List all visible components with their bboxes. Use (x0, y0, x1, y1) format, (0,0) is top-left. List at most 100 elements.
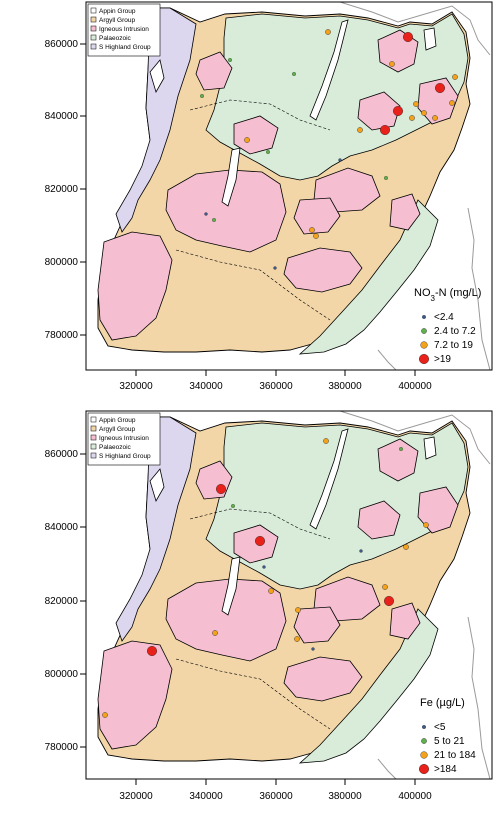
x-tick-label: 380000 (328, 791, 362, 802)
legend-label: Argyll Group (99, 17, 136, 24)
geology-region (195, 51, 233, 91)
legend-swatch-argyll (90, 16, 97, 23)
legend-class-label: >184 (434, 764, 457, 775)
legend-marker-1 (422, 725, 426, 729)
value-legend-title: NO3-N (mg/L) (414, 287, 481, 303)
geology-region (97, 640, 173, 750)
geology-region (149, 59, 165, 94)
x-tick-label: 380000 (328, 381, 362, 392)
legend-marker-1 (422, 315, 426, 319)
no3-map: 860000 840000 820000 800000 780000 32000… (45, 1, 493, 392)
sample-points (200, 29, 458, 270)
legend-swatch-argyll (90, 425, 97, 432)
y-tick-label: 780000 (45, 742, 79, 753)
geology-region (233, 115, 279, 155)
geology-region (149, 468, 165, 503)
sample-point (393, 105, 404, 116)
sample-point (268, 588, 274, 594)
sample-point (413, 101, 419, 107)
y-tick-label: 860000 (45, 449, 79, 460)
legend-swatch-palaeozoic (90, 34, 97, 41)
geology-region (97, 231, 173, 341)
sample-point (215, 483, 226, 494)
sample-point (244, 137, 250, 143)
sample-point (262, 565, 266, 569)
sample-point (295, 607, 301, 613)
sample-point (254, 535, 265, 546)
legend-swatch-highland (90, 452, 97, 459)
value-legend-title: Fe (µg/L) (420, 697, 465, 709)
legend-label: Appin Group (99, 417, 136, 424)
no3-map-panel: 860000 840000 820000 800000 780000 32000… (45, 1, 493, 392)
sample-point (399, 447, 403, 451)
x-tick-label: 320000 (119, 381, 153, 392)
x-tick-label: 400000 (398, 381, 432, 392)
legend-class-label: <5 (434, 722, 446, 733)
legend-class-label: <2.4 (434, 312, 454, 323)
sample-point (435, 82, 446, 93)
legend-marker-2 (421, 328, 427, 334)
legend-class-label: 7.2 to 19 (434, 340, 473, 351)
geology-region (115, 7, 197, 233)
geology-region (389, 193, 421, 231)
geology-boundary (189, 99, 331, 131)
value-legend: Fe (µg/L) <5 5 to 21 21 to 184 >184 (419, 697, 476, 775)
x-axis: 320000 340000 360000 380000 400000 (119, 779, 432, 802)
x-tick-label: 360000 (259, 381, 293, 392)
legend-marker-3 (420, 341, 428, 349)
y-tick-label: 780000 (45, 330, 79, 341)
legend-marker-3 (420, 751, 428, 759)
sample-point (273, 266, 277, 270)
geology-boundary (175, 658, 331, 730)
sample-point (403, 32, 414, 43)
legend-swatch-appin (90, 7, 97, 14)
sample-point (231, 504, 235, 508)
geology-region (221, 556, 241, 616)
legend-label: Igneous Intrusion (99, 26, 149, 33)
geology-region (417, 486, 459, 534)
value-legend: NO3-N (mg/L) <2.4 2.4 to 7.2 7.2 to 19 >… (414, 287, 481, 365)
sample-point (311, 647, 315, 651)
sample-point (384, 176, 388, 180)
geology-region (298, 199, 439, 355)
geology-region (377, 438, 419, 482)
legend-label: S Highland Group (99, 44, 151, 51)
legend-class-label: 2.4 to 7.2 (434, 326, 476, 337)
coastline (339, 411, 491, 465)
coastline (339, 2, 491, 56)
sample-points (102, 438, 429, 718)
x-axis: 320000 340000 360000 380000 400000 (119, 370, 432, 392)
sample-point (204, 212, 208, 216)
sample-point (313, 233, 319, 239)
sample-point (359, 549, 363, 553)
geology-region (423, 436, 437, 460)
sample-point (384, 595, 395, 606)
coastline-south (377, 349, 397, 370)
sample-point (380, 124, 391, 135)
y-axis: 860000 840000 820000 800000 780000 (45, 39, 86, 341)
geology-legend: Appin Group Argyll Group Igneous Intrusi… (87, 3, 161, 57)
sample-point (325, 29, 331, 35)
sample-point (403, 544, 409, 550)
geology-legend: Appin Group Argyll Group Igneous Intrusi… (87, 412, 161, 466)
geology-boundary (189, 508, 331, 540)
legend-swatch-palaeozoic (90, 443, 97, 450)
geology-boundary (175, 249, 331, 321)
y-tick-label: 820000 (45, 596, 79, 607)
legend-marker-2 (421, 738, 427, 744)
legend-label: S Highland Group (99, 453, 151, 460)
sample-point (323, 438, 329, 444)
y-tick-label: 800000 (45, 669, 79, 680)
sample-point (292, 72, 296, 76)
sample-point (228, 58, 232, 62)
sample-point (266, 150, 270, 154)
geology-region (298, 608, 439, 764)
y-tick-label: 860000 (45, 39, 79, 50)
legend-marker-4 (419, 764, 430, 775)
sample-point (357, 127, 363, 133)
geology-region (293, 606, 341, 644)
legend-label: Argyll Group (99, 426, 136, 433)
geology-region (389, 602, 421, 640)
y-tick-label: 840000 (45, 522, 79, 533)
sample-point (389, 61, 395, 67)
